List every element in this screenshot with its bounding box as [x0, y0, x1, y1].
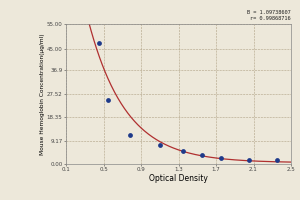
Point [96, 41, 101, 45]
Point [128, 133, 132, 136]
Point [181, 150, 186, 153]
Text: B = 1.09738607
r= 0.99868716: B = 1.09738607 r= 0.99868716 [247, 10, 291, 21]
Point [106, 99, 111, 102]
Point [200, 153, 204, 157]
Y-axis label: Mouse Hemoglobin Concentration(μg/ml): Mouse Hemoglobin Concentration(μg/ml) [40, 33, 45, 155]
Point [274, 159, 279, 162]
Point [158, 143, 162, 147]
Point [246, 159, 251, 162]
X-axis label: Optical Density: Optical Density [149, 174, 208, 183]
Point [218, 156, 223, 159]
